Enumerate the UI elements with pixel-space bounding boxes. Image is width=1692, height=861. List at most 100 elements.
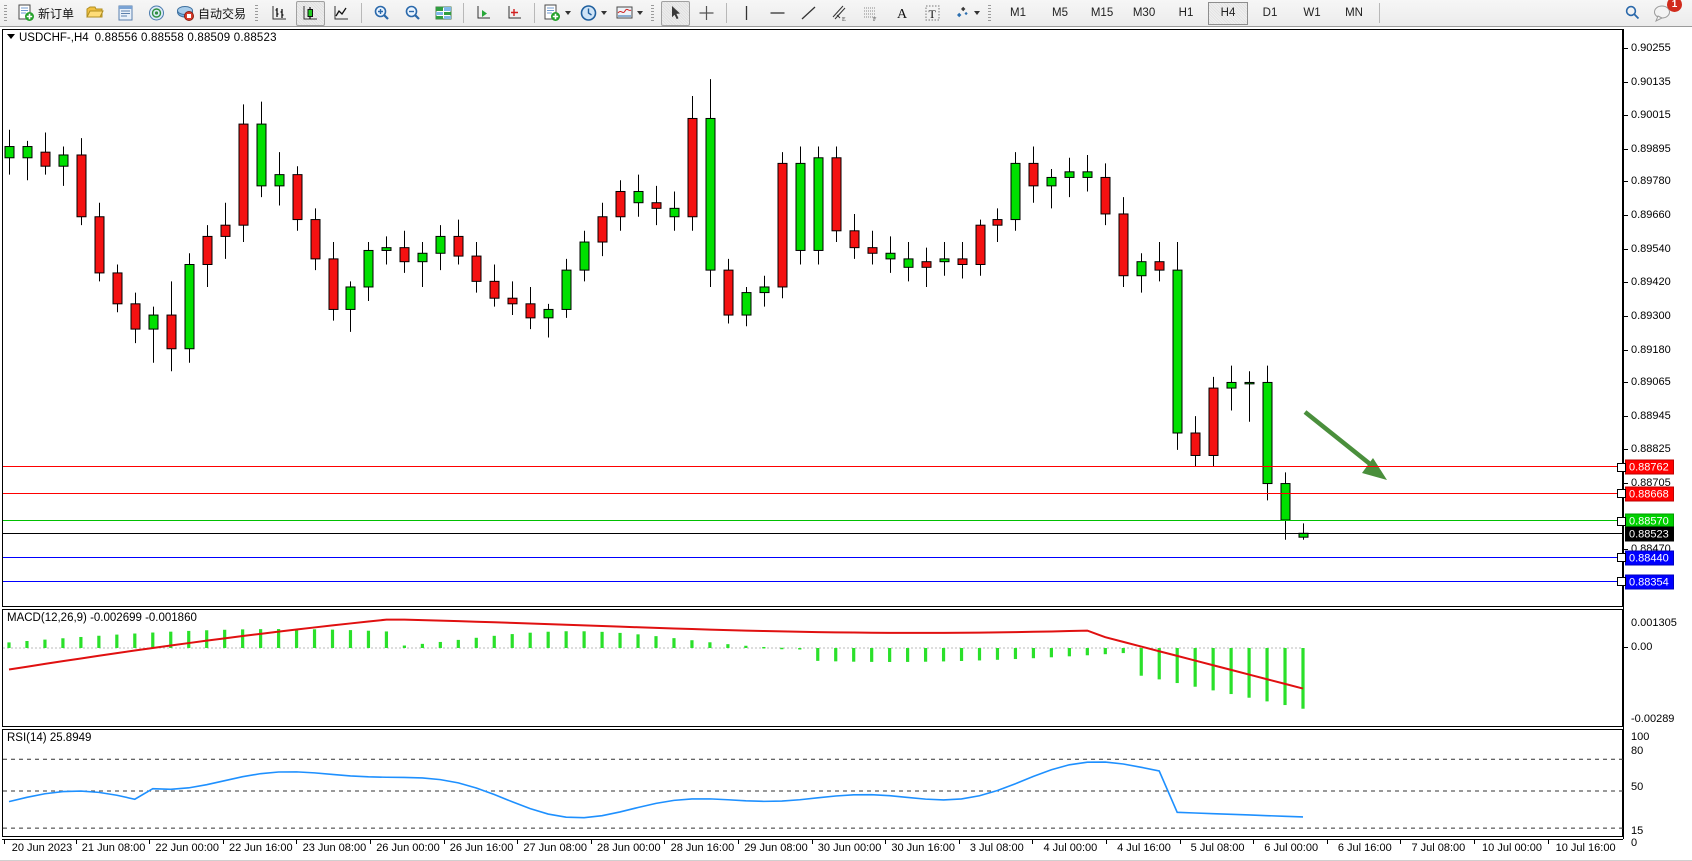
autotrading-button[interactable]: 自动交易 [173, 1, 250, 26]
fibonacci-button[interactable]: F [856, 1, 885, 26]
candle-body-dn [921, 261, 932, 268]
alerts-button[interactable]: 1 [1649, 0, 1682, 26]
bid-price-line[interactable] [3, 533, 1622, 535]
balloon-icon [1653, 5, 1670, 23]
time-tick-label: 23 Jun 08:00 [302, 842, 367, 854]
stop-level-upper-line[interactable] [3, 492, 1622, 494]
time-axis[interactable]: 20 Jun 2023 21 Jun 08:00 22 Jun 00:00 22 Ju… [2, 839, 1623, 861]
macd-histogram-bar [259, 629, 263, 648]
rsi-pane[interactable]: RSI(14) 25.8949 [2, 729, 1624, 837]
macd-histogram-bar [1301, 648, 1305, 709]
equidistant-channel-button[interactable]: E [825, 1, 854, 26]
arrow-annotation-layer[interactable] [3, 30, 1624, 606]
support-level-upper-line[interactable] [3, 556, 1622, 558]
drag-handle[interactable] [1617, 553, 1626, 563]
drag-handle[interactable] [1617, 577, 1626, 587]
navigator-button[interactable] [142, 1, 171, 26]
timeframe-m15[interactable]: M15 [1090, 7, 1114, 19]
terminal-window-button[interactable] [111, 1, 140, 26]
timeframe-mn[interactable]: MN [1345, 7, 1363, 19]
time-tick-mark [517, 840, 519, 844]
chart-area[interactable]: USDCHF-,H4 0.88556 0.88558 0.88509 0.8852… [0, 27, 1692, 861]
drag-handle[interactable] [1617, 516, 1626, 526]
candle-body-up [363, 249, 374, 288]
search-button[interactable] [1618, 1, 1647, 26]
macd-pane[interactable]: MACD(12,26,9) -0.002699 -0.001860 [2, 609, 1623, 727]
svg-text:T: T [929, 7, 937, 21]
price-pane[interactable]: USDCHF-,H4 0.88556 0.88558 0.88509 0.8852… [2, 29, 1623, 607]
bar-chart-button[interactable] [265, 1, 294, 26]
stop-level-upper-tag[interactable]: 0.88668 [1617, 486, 1674, 502]
time-tick-label: 20 Jun 2023 [11, 842, 73, 854]
timeframe-m30[interactable]: M30 [1132, 7, 1156, 19]
timeframe-h1[interactable]: H1 [1178, 7, 1194, 19]
candle-body-up [148, 314, 159, 330]
drag-handle[interactable] [1617, 489, 1626, 499]
data-window-button[interactable] [429, 1, 458, 26]
folder-button[interactable] [80, 1, 109, 26]
timeframe-h4[interactable]: H4 [1208, 1, 1249, 25]
objects-button[interactable] [949, 1, 983, 26]
candle-body-up [381, 247, 392, 251]
entry-level-tag[interactable]: 0.88570 [1617, 513, 1674, 529]
macd-histogram-bar [1193, 648, 1197, 687]
cursor-button[interactable] [661, 0, 691, 26]
support-level-lower-line[interactable] [3, 580, 1622, 582]
macd-histogram-bar [474, 637, 478, 648]
timeframe-w1[interactable]: W1 [1303, 7, 1321, 19]
rsi-tick-label: 50 [1631, 781, 1644, 793]
vertical-line-button[interactable] [732, 1, 761, 26]
down-trend-arrow[interactable] [1303, 410, 1387, 480]
text-button[interactable]: A [887, 1, 916, 26]
rsi-axis-line [1623, 729, 1624, 839]
objects-caret-icon[interactable] [974, 11, 981, 15]
candle-body-dn [130, 303, 141, 330]
crosshair-icon [699, 6, 714, 20]
new-order-button[interactable]: 新订单 [14, 1, 78, 26]
macd-histogram-bar [169, 631, 173, 648]
toolbar-grip-2[interactable] [253, 3, 262, 23]
timeframe-d1[interactable]: D1 [1262, 7, 1278, 19]
indicators-button[interactable] [540, 1, 574, 26]
chart-shift-button[interactable] [500, 1, 529, 26]
time-tick-mark [958, 840, 960, 844]
zoom-in-button[interactable] [367, 1, 396, 26]
timeframe-m5[interactable]: M5 [1052, 7, 1069, 19]
templates-caret-icon[interactable] [637, 11, 644, 15]
candlestick-chart-button[interactable] [296, 0, 326, 26]
take-profit-upper-tag[interactable]: 0.88762 [1617, 459, 1674, 475]
macd-histogram-bar [1265, 648, 1269, 702]
price-tick-label: 0.89300 [1631, 310, 1671, 323]
time-tick-mark [296, 840, 298, 844]
text-label-icon: T [925, 5, 940, 21]
templates-button[interactable] [612, 1, 646, 26]
drag-handle[interactable] [1617, 462, 1626, 472]
macd-histogram-bar [941, 648, 946, 662]
price-axis[interactable]: 0.90255 0.90135 0.90015 0.89895 0.89780 0.896… [1617, 29, 1692, 849]
text-label-button[interactable]: T [918, 1, 947, 26]
macd-histogram-bar [1085, 648, 1089, 656]
macd-histogram-bar [672, 638, 676, 648]
zoom-out-button[interactable] [398, 1, 427, 26]
entry-level-line[interactable] [3, 520, 1622, 522]
candle-body-dn [507, 297, 518, 305]
auto-scroll-button[interactable] [469, 1, 498, 26]
timeframe-m1[interactable]: M1 [1010, 7, 1027, 19]
crosshair-button[interactable] [692, 1, 721, 26]
indicators-caret-icon[interactable] [565, 11, 572, 15]
bid-price-tag[interactable]: 0.88523 [1625, 526, 1674, 542]
periods-caret-icon[interactable] [601, 11, 608, 15]
take-profit-upper-line[interactable] [3, 466, 1622, 468]
line-chart-button[interactable] [327, 1, 356, 26]
toolbar-grip-1[interactable] [2, 3, 10, 23]
toolbar-grip-3[interactable] [649, 3, 658, 23]
periods-button[interactable] [576, 1, 610, 26]
collapse-triangle-icon[interactable] [7, 34, 15, 39]
horizontal-line-button[interactable] [763, 1, 792, 26]
support-level-lower-tag[interactable]: 0.88354 [1617, 574, 1674, 590]
trendline-button[interactable] [794, 1, 823, 26]
support-level-upper-tag[interactable]: 0.88440 [1617, 550, 1674, 566]
toolbar-grip-4[interactable] [986, 3, 995, 23]
candle-body-dn [975, 224, 986, 266]
